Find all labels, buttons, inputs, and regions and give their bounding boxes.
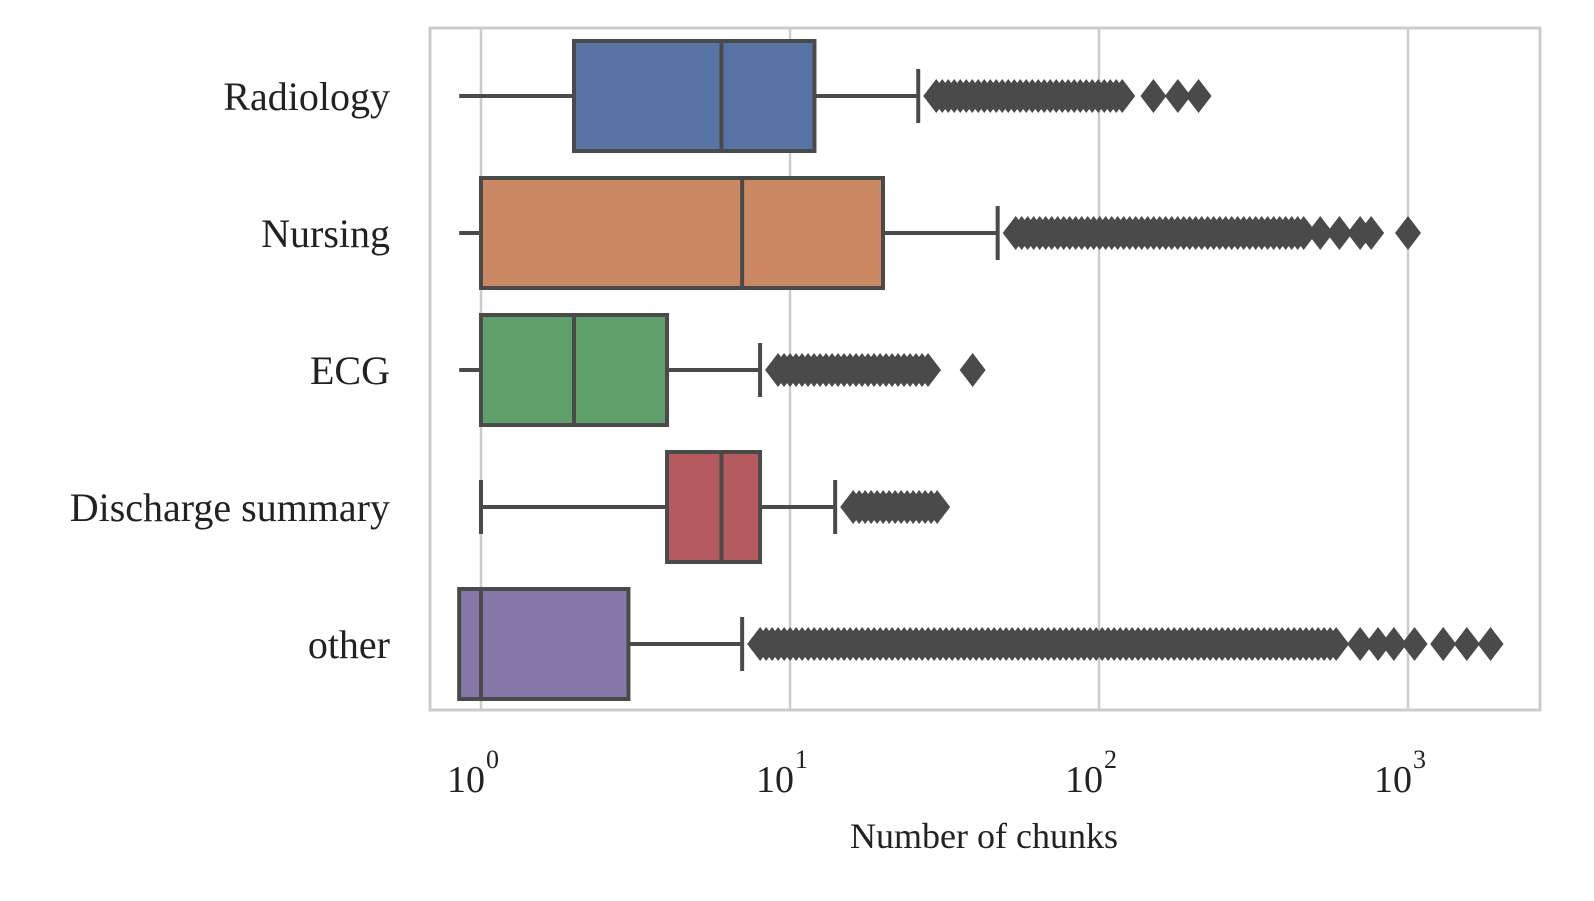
iqr-box	[665, 450, 763, 564]
outlier-point	[924, 490, 951, 524]
outlier-band	[747, 627, 1350, 661]
outlier-point	[1326, 216, 1353, 250]
outlier-point	[1395, 216, 1421, 250]
x-axis-title: Number of chunks	[850, 816, 1118, 856]
x-tick-1: 10 1	[756, 745, 808, 801]
outlier-point	[1164, 79, 1191, 113]
outlier-point	[959, 353, 986, 387]
box-discharge-summary	[479, 450, 951, 564]
box-ecg	[459, 313, 986, 427]
category-label: Radiology	[223, 74, 390, 119]
iqr-box	[457, 587, 631, 701]
outlier-band	[1002, 216, 1317, 250]
outlier-point	[1307, 216, 1334, 250]
category-label: other	[308, 622, 390, 667]
outlier-band	[923, 79, 1136, 113]
x-tick-labels: 10 0 10 1 10 2 10 3	[447, 745, 1426, 801]
outlier-point	[1430, 627, 1457, 661]
x-tick-2: 10 2	[1065, 745, 1117, 801]
box-radiology	[459, 39, 1212, 153]
category-labels: Radiology Nursing ECG Discharge summary othe…	[70, 74, 390, 667]
outlier-point	[1185, 79, 1212, 113]
outlier-band	[765, 353, 942, 387]
outlier-point	[1323, 627, 1350, 661]
x-tick-exponent: 0	[486, 745, 499, 774]
x-tick-exponent: 3	[1413, 745, 1426, 774]
outlier-point	[1380, 627, 1407, 661]
outlier-point	[1453, 627, 1480, 661]
iqr-box	[572, 39, 817, 153]
x-tick-base: 10	[756, 759, 794, 801]
x-tick-base: 10	[1065, 759, 1103, 801]
x-tick-exponent: 1	[795, 745, 808, 774]
outlier-band	[840, 490, 951, 524]
outlier-point	[1109, 79, 1136, 113]
x-tick-exponent: 2	[1104, 745, 1117, 774]
outlier-point	[1140, 79, 1167, 113]
x-tick-0: 10 0	[447, 745, 499, 801]
box-nursing	[459, 176, 1421, 290]
outlier-point	[1365, 627, 1392, 661]
x-tick-base: 10	[1374, 759, 1412, 801]
category-label: Discharge summary	[70, 485, 390, 530]
category-label: Nursing	[261, 211, 390, 256]
outlier-point	[1401, 627, 1428, 661]
outlier-point	[1347, 627, 1374, 661]
iqr-box	[479, 176, 886, 290]
plot-frame	[428, 26, 1542, 712]
category-label: ECG	[310, 348, 390, 393]
box-other	[457, 587, 1504, 701]
outlier-point	[1358, 216, 1385, 250]
x-tick-base: 10	[447, 759, 485, 801]
outlier-point	[1290, 216, 1317, 250]
outlier-point	[1477, 627, 1504, 661]
x-tick-3: 10 3	[1374, 745, 1426, 801]
boxes	[457, 39, 1504, 701]
outlier-point	[915, 353, 942, 387]
